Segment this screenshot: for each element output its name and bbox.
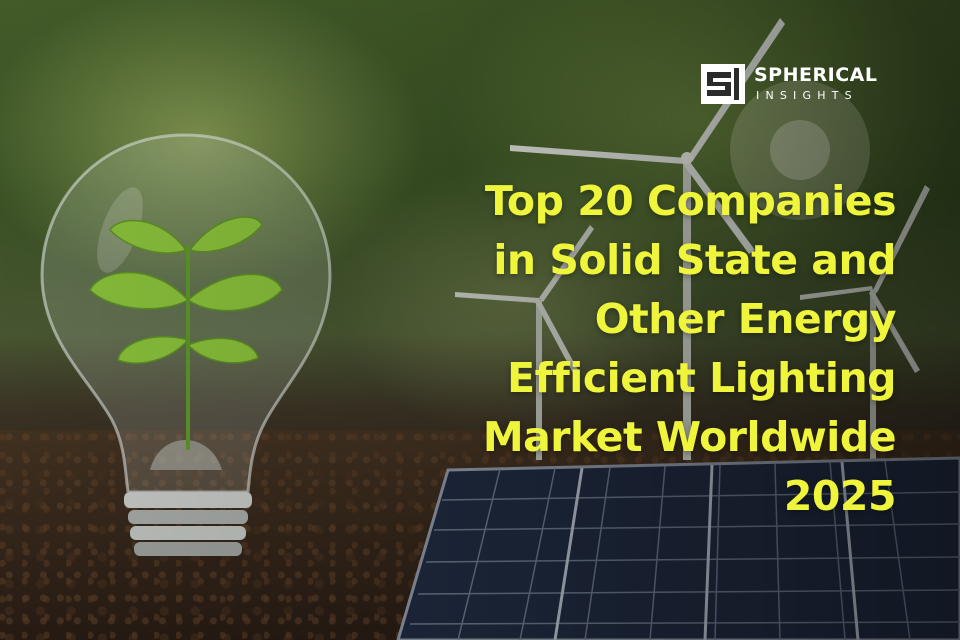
- headline-line: in Solid State and: [493, 236, 896, 284]
- brand-tagline: INSIGHTS: [756, 89, 858, 102]
- headline-line: Top 20 Companies: [484, 177, 897, 225]
- bulb-base: [124, 492, 252, 556]
- wind-turbine-left: [455, 225, 594, 460]
- headline: Top 20 Companies in Solid State and Othe…: [396, 172, 897, 526]
- headline-line: Efficient Lighting: [507, 354, 896, 402]
- solar-panel: [396, 456, 960, 640]
- seedling-leaves: [89, 216, 283, 364]
- sun-glow: [730, 80, 870, 220]
- spherical-insights-logo-icon: [701, 64, 745, 104]
- light-bulb: [40, 133, 332, 556]
- headline-line: 2025: [783, 472, 897, 520]
- wind-turbine-right: [800, 185, 930, 465]
- headline-line: Market Worldwide: [482, 413, 897, 461]
- brand-name: SPHERICAL: [754, 64, 878, 86]
- headline-line: Other Energy: [594, 295, 897, 343]
- brand-logo: SPHERICAL INSIGHTS: [701, 64, 901, 106]
